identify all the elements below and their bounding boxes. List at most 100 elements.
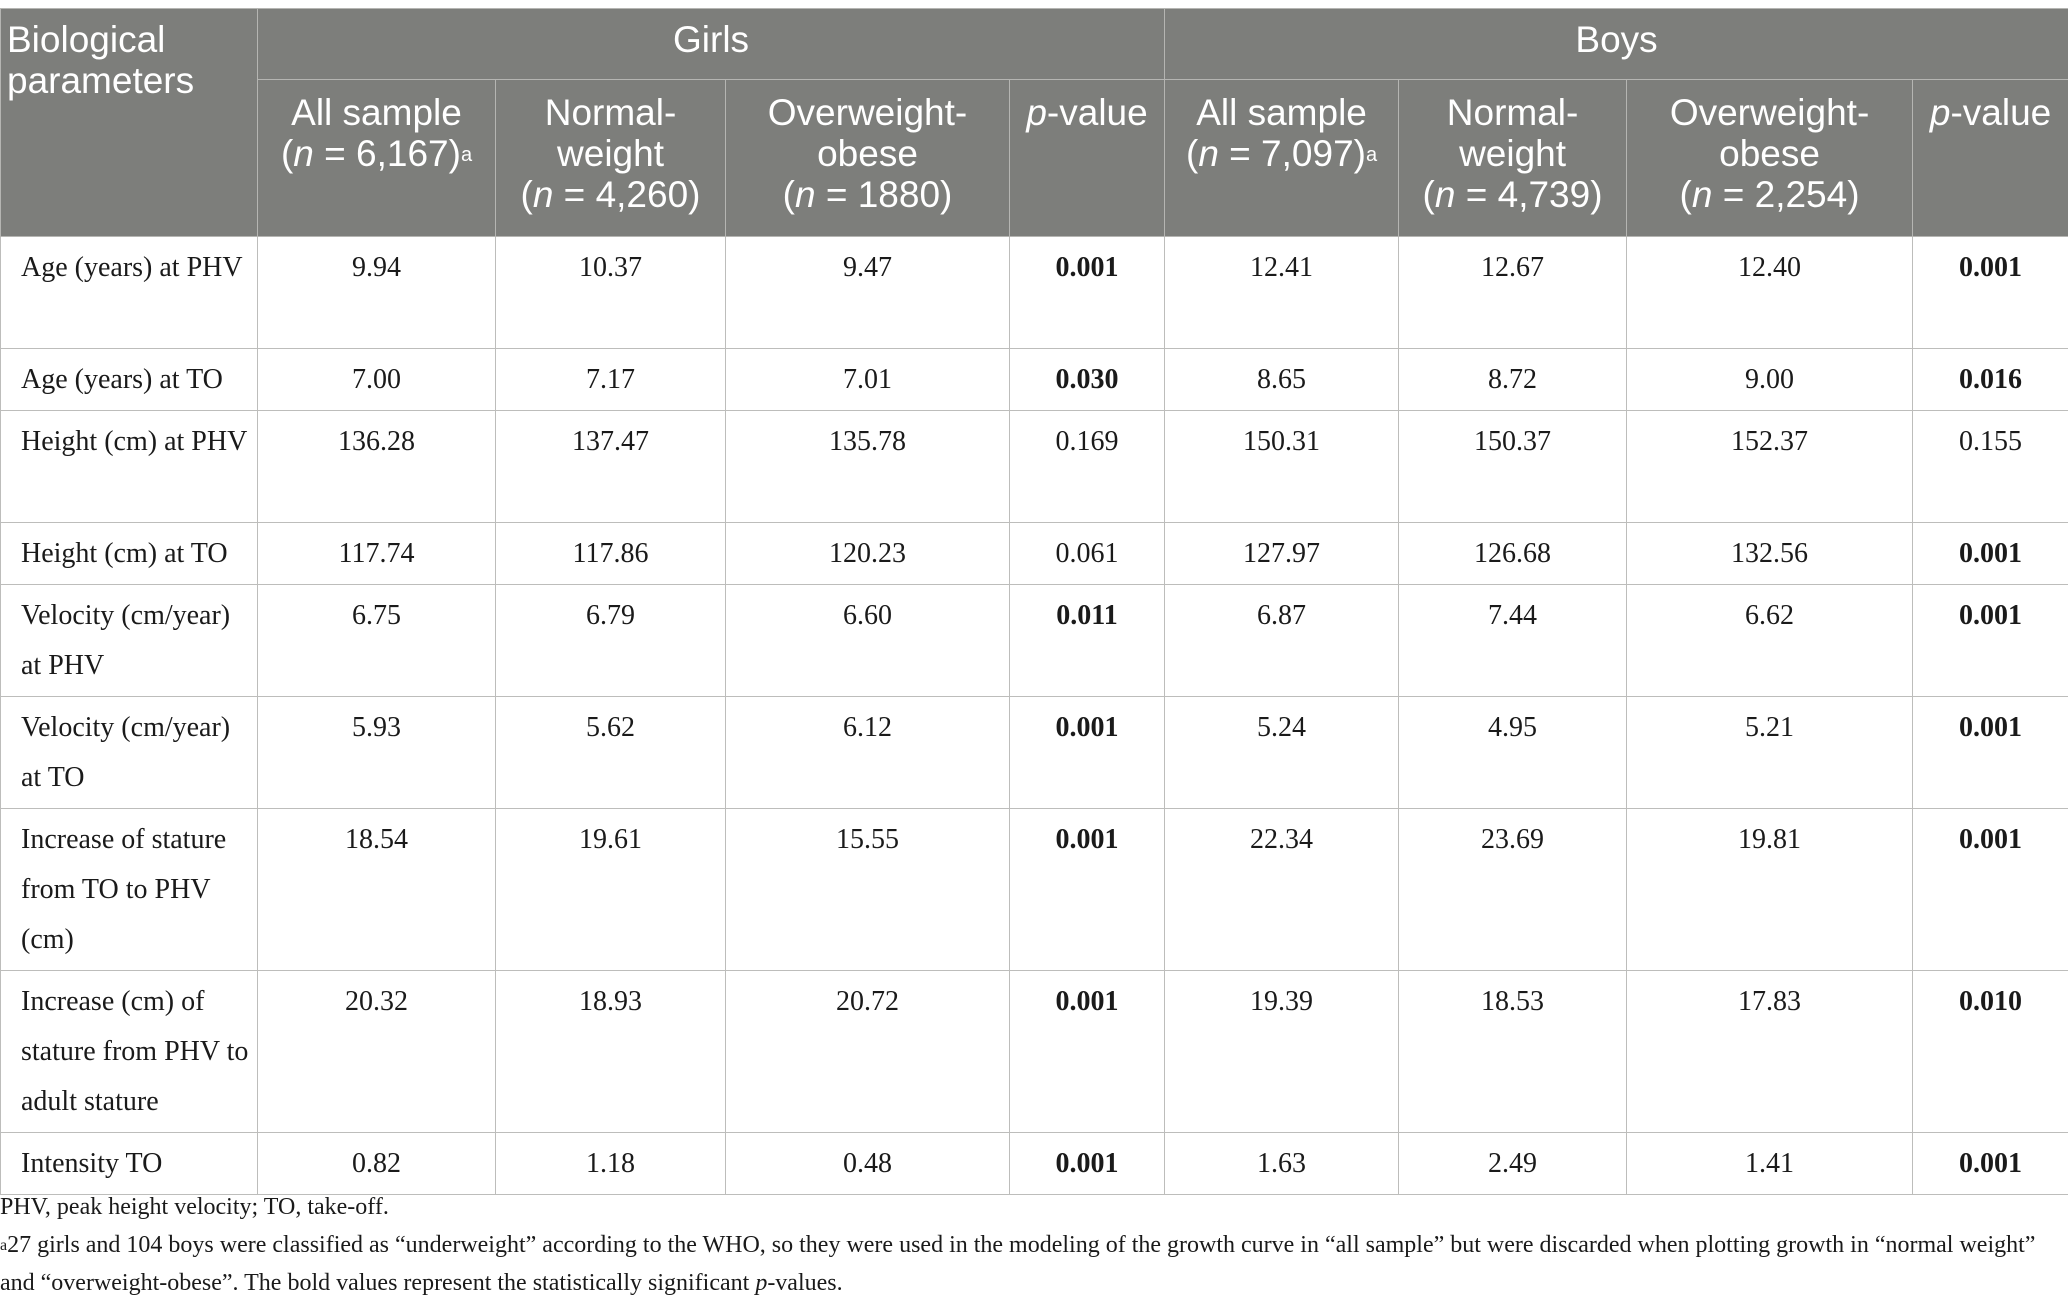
header-col-paren: ( — [1185, 133, 1199, 174]
footnote-a-text-end: -values. — [767, 1270, 843, 1296]
table-cell: 135.78 — [725, 410, 1010, 523]
header-col-n: n — [1691, 174, 1713, 215]
header-col-paren: ( — [1422, 174, 1435, 215]
table-row: Age (years) at TO 7.00 7.17 7.01 0.030 8.65 8.… — [0, 348, 2068, 411]
header-col-p: p — [1929, 92, 1951, 133]
header-col-label: Overweight-obese — [767, 92, 968, 174]
table-cell: 127.97 — [1164, 522, 1400, 585]
table-cell: 20.32 — [257, 970, 496, 1133]
header-col-n-value: = 6,167) — [313, 133, 461, 174]
cell-pvalue: 0.001 — [1008, 970, 1166, 1133]
header-col-boys-all: All sample (n = 7,097)a — [1164, 79, 1400, 237]
footnote-abbreviations: PHV, peak height velocity; TO, take-off. — [0, 1194, 389, 1220]
table-cell: 0.48 — [725, 1132, 1010, 1195]
header-col-n: n — [1434, 174, 1456, 215]
table-cell: 6.79 — [495, 584, 726, 697]
header-col-label: Overweight-obese — [1669, 92, 1870, 174]
footnote-a-p: p — [755, 1270, 768, 1296]
table-cell: 6.60 — [725, 584, 1010, 697]
cell-pvalue: 0.030 — [1008, 348, 1166, 411]
header-col-n-value: = 4,260) — [553, 174, 701, 215]
table-cell: 4.95 — [1398, 696, 1628, 809]
table-row: Increase of stature from TO to PHV (cm) 1… — [0, 808, 2068, 971]
table-cell: 8.72 — [1398, 348, 1628, 411]
table-cell: 7.01 — [725, 348, 1010, 411]
footnote-a-marker: a — [0, 1237, 8, 1254]
cell-pvalue: 0.001 — [1008, 236, 1166, 349]
table-cell: 6.62 — [1626, 584, 1914, 697]
header-col-boys-normal: Normal-weight (n = 4,739) — [1398, 79, 1628, 237]
header-col-label: All sample — [1196, 92, 1367, 133]
header-col-girls-normal: Normal-weight (n = 4,260) — [495, 79, 726, 237]
cell-pvalue: 0.010 — [1912, 970, 2068, 1133]
header-col-label: Normal-weight — [1446, 92, 1579, 174]
table-cell: 7.17 — [495, 348, 726, 411]
row-label: Age (years) at TO — [0, 348, 258, 411]
table-cell: 22.34 — [1164, 808, 1400, 971]
table-row: Velocity (cm/year) at TO 5.93 5.62 6.12 0.00… — [0, 696, 2068, 809]
table-cell: 6.75 — [257, 584, 496, 697]
table-cell: 18.54 — [257, 808, 496, 971]
table-row: Age (years) at PHV 9.94 10.37 9.47 0.001 12.4… — [0, 236, 2068, 349]
table-cell: 17.83 — [1626, 970, 1914, 1133]
table-cell: 152.37 — [1626, 410, 1914, 523]
table-cell: 150.31 — [1164, 410, 1400, 523]
table-cell: 8.65 — [1164, 348, 1400, 411]
table-cell: 150.37 — [1398, 410, 1628, 523]
row-label: Increase (cm) of stature from PHV to adu… — [0, 970, 258, 1133]
table-row: Height (cm) at TO 117.74 117.86 120.23 0.061… — [0, 522, 2068, 585]
row-label: Velocity (cm/year) at PHV — [0, 584, 258, 697]
table-body: Age (years) at PHV 9.94 10.37 9.47 0.001 12.4… — [0, 236, 2068, 1195]
table-cell: 7.44 — [1398, 584, 1628, 697]
cell-pvalue: 0.061 — [1008, 522, 1166, 585]
table-cell: 12.67 — [1398, 236, 1628, 349]
data-table: Biological parameters Girls Boys All sam… — [0, 8, 2068, 1195]
table-cell: 9.00 — [1626, 348, 1914, 411]
header-col-label: All sample — [291, 92, 462, 133]
header-col-n: n — [293, 133, 314, 174]
table-cell: 12.41 — [1164, 236, 1400, 349]
table-cell: 5.21 — [1626, 696, 1914, 809]
table-cell: 19.81 — [1626, 808, 1914, 971]
cell-pvalue: 0.001 — [1912, 696, 2068, 809]
footnote-a: a27 girls and 104 boys were classified a… — [0, 1226, 2068, 1302]
table-row: Increase (cm) of stature from PHV to adu… — [0, 970, 2068, 1133]
table-cell: 12.40 — [1626, 236, 1914, 349]
cell-pvalue: 0.169 — [1008, 410, 1166, 523]
header-col-girls-all: All sample (n = 6,167)a — [257, 79, 496, 237]
table-cell: 1.41 — [1626, 1132, 1914, 1195]
header-group-boys: Boys — [1164, 8, 2068, 80]
header-col-paren: ( — [1679, 174, 1692, 215]
row-label: Height (cm) at TO — [0, 522, 258, 585]
header-col-boys-overweight: Overweight-obese (n = 2,254) — [1626, 79, 1914, 237]
header-col-boys-pvalue: p-value — [1912, 79, 2068, 237]
header-col-n-value: = 7,097) — [1218, 133, 1366, 174]
table-cell: 6.87 — [1164, 584, 1400, 697]
table-cell: 6.12 — [725, 696, 1010, 809]
header-col-n-value: = 1880) — [815, 174, 953, 215]
table-cell: 7.00 — [257, 348, 496, 411]
header-col-girls-overweight: Overweight-obese (n = 1880) — [725, 79, 1010, 237]
header-col-paren: ( — [520, 174, 533, 215]
table-cell: 9.47 — [725, 236, 1010, 349]
header-col-label: -value — [1950, 92, 2052, 133]
table-cell: 1.63 — [1164, 1132, 1400, 1195]
table-cell: 5.93 — [257, 696, 496, 809]
cell-pvalue: 0.001 — [1008, 696, 1166, 809]
table-cell: 23.69 — [1398, 808, 1628, 971]
table-cell: 137.47 — [495, 410, 726, 523]
table-cell: 15.55 — [725, 808, 1010, 971]
row-label: Height (cm) at PHV — [0, 410, 258, 523]
header-col-label: -value — [1046, 92, 1148, 133]
table-cell: 19.39 — [1164, 970, 1400, 1133]
header-col-paren: ( — [280, 133, 294, 174]
table-row: Velocity (cm/year) at PHV 6.75 6.79 6.60 0.0… — [0, 584, 2068, 697]
header-col-girls-pvalue: p-value — [1008, 79, 1166, 237]
cell-pvalue: 0.155 — [1912, 410, 2068, 523]
table-cell: 10.37 — [495, 236, 726, 349]
header-col-n-value: = 4,739) — [1455, 174, 1603, 215]
header-col-p: p — [1026, 92, 1047, 133]
table-cell: 117.86 — [495, 522, 726, 585]
table-cell: 18.53 — [1398, 970, 1628, 1133]
